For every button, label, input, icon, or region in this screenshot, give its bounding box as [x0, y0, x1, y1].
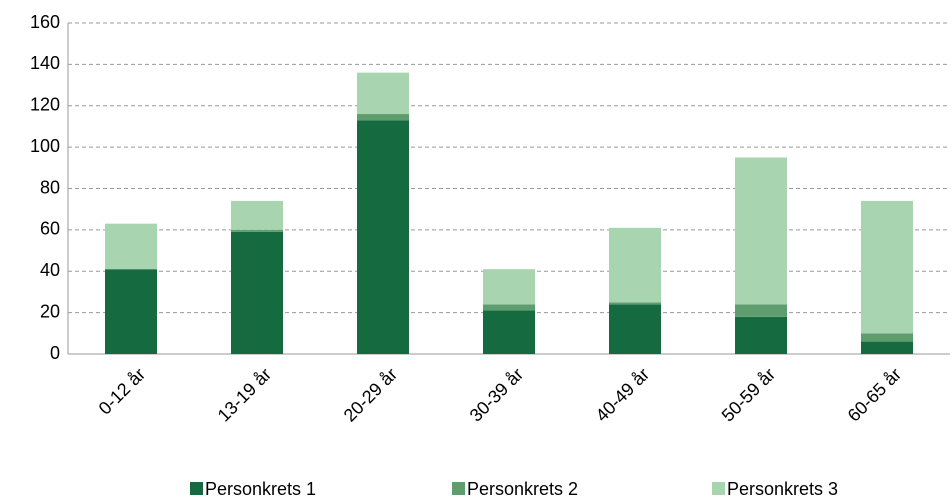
y-tick-label: 40 — [40, 260, 60, 280]
x-tick-label: 60-65 år — [844, 364, 906, 426]
y-tick-label: 100 — [30, 136, 60, 156]
bar-segment — [357, 120, 409, 354]
legend-swatch — [712, 482, 725, 495]
bar-segment — [105, 223, 157, 270]
bar-segment — [105, 269, 157, 354]
bar-segment — [735, 304, 787, 317]
bar-segment — [861, 341, 913, 354]
bar-segment — [483, 310, 535, 354]
y-tick-label: 140 — [30, 53, 60, 73]
bar-segment — [231, 200, 283, 230]
bar-segment — [735, 316, 787, 354]
x-tick-label: 13-19 år — [214, 364, 276, 426]
legend-label: Personkrets 3 — [727, 479, 838, 499]
y-tick-label: 60 — [40, 219, 60, 239]
bar-segment — [609, 227, 661, 303]
y-tick-label: 160 — [30, 12, 60, 32]
x-tick-label: 50-59 år — [718, 364, 780, 426]
legend-label: Personkrets 2 — [467, 479, 578, 499]
bar-segment — [231, 229, 283, 232]
bar-segment — [357, 72, 409, 115]
y-tick-label: 80 — [40, 177, 60, 197]
y-tick-label: 120 — [30, 95, 60, 115]
legend-label: Personkrets 1 — [205, 479, 316, 499]
y-tick-label: 0 — [50, 343, 60, 363]
x-tick-label: 20-29 år — [340, 364, 402, 426]
bar-segment — [861, 200, 913, 334]
x-tick-label: 30-39 år — [466, 364, 528, 426]
bar-segment — [483, 269, 535, 305]
x-tick-label: 40-49 år — [592, 364, 654, 426]
legend-swatch — [190, 482, 203, 495]
bar-segment — [609, 302, 661, 305]
bar-segment — [231, 231, 283, 354]
bar-segment — [735, 157, 787, 305]
bar-segment — [609, 304, 661, 354]
bar-segment — [357, 114, 409, 121]
bar-segment — [861, 333, 913, 342]
x-tick-label: 0-12 år — [95, 364, 149, 418]
bar-segment — [483, 304, 535, 311]
legend-swatch — [452, 482, 465, 495]
y-tick-label: 20 — [40, 301, 60, 321]
